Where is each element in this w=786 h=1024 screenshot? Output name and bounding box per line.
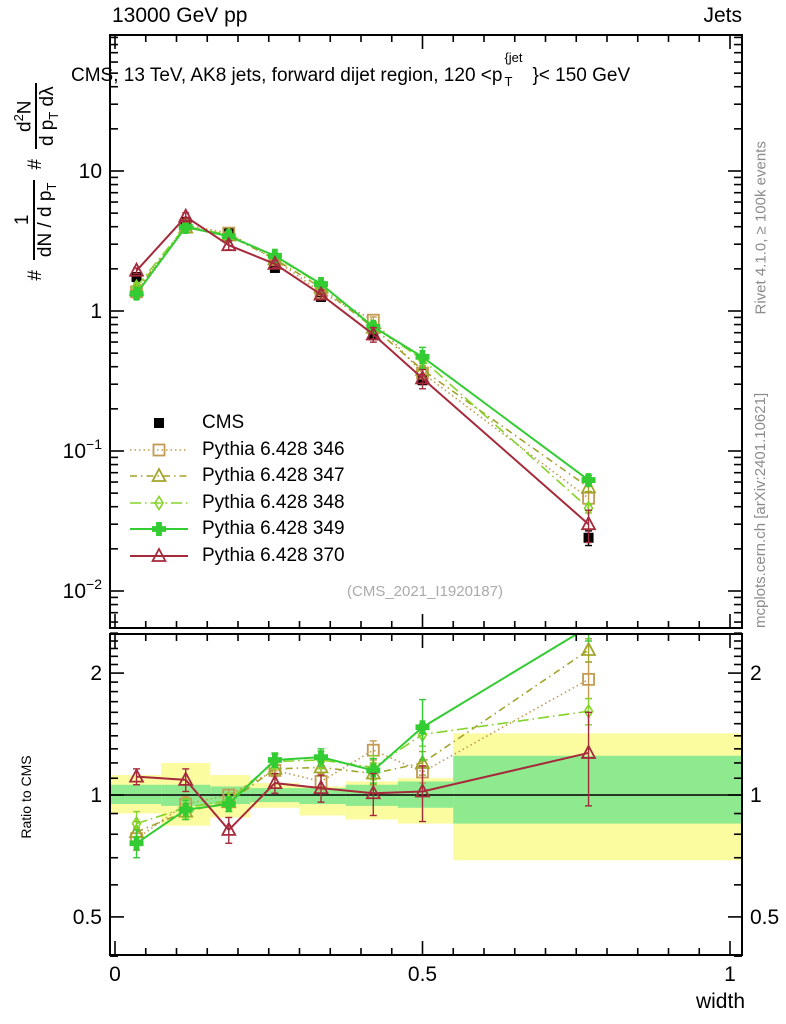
legend-marker-cms (154, 418, 164, 429)
x-axis-title: width (695, 990, 745, 1013)
x-tick-label: 1 (724, 963, 736, 986)
x-tick-label: 0 (109, 963, 121, 986)
ratio-y-tick-label-right: 2 (750, 662, 762, 685)
legend-marker-p370 (130, 546, 188, 562)
analysis-group-label: Jets (703, 4, 742, 27)
main-series-p346 (130, 218, 595, 506)
legend: CMS Pythia 6.428 346 Pythia 6.428 347 Pythi… (128, 410, 345, 569)
main-series-cms (131, 216, 594, 547)
ratio-series-p349 (129, 634, 593, 859)
plot-title-prefix: CMS, 13 TeV, AK8 jets, forward dijet reg… (71, 65, 503, 86)
legend-item-p349: Pythia 6.428 349 (128, 516, 345, 543)
main-panel-series (128, 207, 597, 547)
main-y-tick-label: 10 (79, 160, 102, 183)
ratio-y-tick-label-right: 1 (750, 784, 762, 807)
legend-marker-p347 (130, 467, 188, 483)
ratio-panel-series (128, 634, 597, 859)
x-axis-ticks (114, 35, 731, 955)
legend-label-cms: CMS (202, 412, 245, 434)
analysis-id-watermark: (CMS_2021_I1920187) (347, 583, 503, 600)
main-y-tick-label: 1 (90, 300, 102, 323)
legend-item-p370: Pythia 6.428 370 (128, 543, 345, 570)
legend-label-p347: Pythia 6.428 347 (202, 465, 345, 487)
ratio-y-tick-label-left: 1 (90, 784, 102, 807)
main-y-tick-label: 10−1 (63, 436, 103, 463)
legend-label-p370: Pythia 6.428 370 (202, 544, 345, 566)
ratio-series-p370 (128, 711, 597, 844)
main-series-p349 (129, 220, 596, 488)
main-series-p370 (128, 207, 597, 544)
axes (109, 34, 743, 957)
main-panel-frame (109, 34, 743, 629)
ratio-y-tick-label-right: 0.5 (750, 906, 779, 929)
ratio-y-axis-ticks (110, 640, 742, 957)
main-y-axis-ticks (110, 36, 742, 634)
legend-item-p348: Pythia 6.428 348 (128, 490, 345, 517)
legend-label-p348: Pythia 6.428 348 (202, 491, 345, 513)
legend-item-cms: CMS (128, 410, 345, 437)
legend-marker-p349 (130, 522, 188, 537)
legend-item-p347: Pythia 6.428 347 (128, 463, 345, 490)
legend-item-p346: Pythia 6.428 346 (128, 437, 345, 464)
legend-label-p349: Pythia 6.428 349 (202, 518, 345, 540)
main-y-tick-label: 10−2 (63, 576, 103, 603)
legend-marker-p348 (130, 494, 188, 511)
band-green (110, 755, 742, 824)
ratio-y-tick-label-left: 2 (90, 662, 102, 685)
plot-title-sub: T (504, 74, 513, 89)
main-series-p347 (128, 218, 597, 494)
plot-title-supsub: {jet T (502, 50, 532, 89)
beam-energy-label: 13000 GeV pp (112, 4, 248, 27)
main-series-p348 (131, 218, 594, 517)
legend-marker-p346 (130, 443, 188, 457)
plot-title: CMS, 13 TeV, AK8 jets, forward dijet reg… (71, 50, 631, 89)
legend-label-p346: Pythia 6.428 346 (202, 438, 345, 460)
axis-tick-labels: 10 1 10−1 10−2 2 2 1 1 0.5 0.5 0 0.5 1 width (63, 160, 780, 1013)
plot-title-sup: {jet (504, 50, 523, 65)
plot-title-suffix: }< 150 GeV (532, 65, 631, 86)
ratio-y-tick-label-left: 0.5 (73, 906, 102, 929)
x-tick-label: 0.5 (408, 963, 437, 986)
